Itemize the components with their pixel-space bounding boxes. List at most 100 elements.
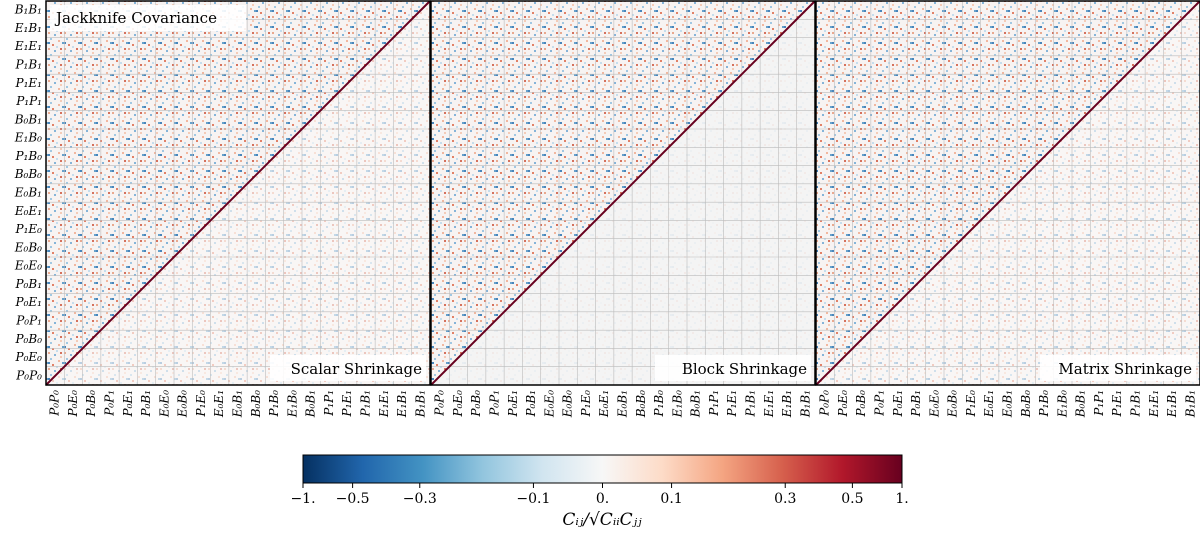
x-tick-label: E₀E₀ [927,390,941,418]
y-tick-label: E₁B₁ [14,21,42,35]
panel-title: Block Shrinkage [682,360,807,378]
x-tick-label: P₀B₁ [524,390,538,418]
x-tick-label: E₀E₁ [982,390,996,418]
x-tick-label: P₀B₀ [469,390,483,418]
x-tick-label: E₁B₀ [670,390,684,418]
x-tick-label: E₁B₁ [395,390,409,418]
diagonal [45,0,431,386]
x-tick-label: P₁E₁ [725,390,739,417]
x-tick-label: P₀B₁ [909,390,923,418]
x-tick-label: E₀E₁ [212,390,226,418]
y-tick-label: E₀E₁ [14,204,42,218]
x-tick-label: B₀B₀ [1019,390,1033,418]
y-tick-label: P₁B₁ [14,58,42,72]
panel-frame [45,0,431,386]
y-tick-label: B₀B₁ [14,112,42,126]
x-tick-label: E₁B₀ [1055,390,1069,418]
x-tick-label: P₁P₁ [707,390,721,417]
x-tick-label: E₀B₁ [1001,390,1015,418]
x-tick-label: P₁E₁ [340,390,354,417]
y-tick-label: P₁P₁ [15,94,42,108]
x-tick-label: E₁B₁ [1165,390,1179,418]
y-tick-label: P₁E₁ [15,76,42,90]
x-tick-label: P₁P₁ [322,390,336,417]
x-tick-label: P₁B₀ [1037,390,1051,418]
x-tick-label: P₁B₁ [359,390,373,418]
y-tick-label: P₀E₀ [15,350,43,364]
x-tick-label: P₀B₀ [854,390,868,418]
colorbar-label: Cᵢⱼ/√CᵢᵢCⱼⱼ [562,510,642,530]
x-tick-label: B₀B₀ [249,390,263,418]
y-tick-label: E₁B₀ [14,131,42,145]
x-tick-label: P₁E₀ [579,390,593,418]
x-tick-label: B₀B₁ [689,390,703,418]
x-tick-label: E₁B₁ [780,390,794,418]
y-tick-label: B₀B₀ [14,167,42,181]
colorbar-tick-label: 1. [895,491,908,507]
diagonal [430,0,816,386]
x-tick-label: E₀B₁ [231,390,245,418]
x-tick-label: P₀P₁ [103,390,117,417]
panel-title: Matrix Shrinkage [1058,360,1192,378]
y-tick-label: P₁E₀ [15,222,43,236]
colorbar-tick-label: 0. [596,491,609,507]
panel-title: Scalar Shrinkage [291,360,422,378]
x-tick-label: B₁B₁ [798,390,812,418]
y-tick-label: P₀P₁ [15,314,42,328]
x-tick-label: P₁B₀ [652,390,666,418]
x-tick-label: P₀E₁ [506,390,520,417]
x-tick-label: E₁E₁ [377,390,391,418]
x-tick-label: B₁B₁ [413,390,427,418]
x-tick-label: P₁E₁ [1110,390,1124,417]
x-tick-label: E₀B₀ [561,390,575,418]
x-tick-label: E₀E₀ [157,390,171,418]
x-tick-label: P₀P₀ [433,390,447,417]
x-tick-label: P₀E₀ [836,390,850,418]
x-tick-label: P₀E₀ [451,390,465,418]
x-tick-label: E₀E₀ [542,390,556,418]
y-tick-label: P₀B₀ [14,332,42,346]
colorbar-tick-label: −0.3 [403,491,437,507]
y-tick-label: B₁B₁ [14,3,42,17]
colorbar-tick-label: −0.5 [336,491,370,507]
x-tick-label: P₁B₀ [267,390,281,418]
y-tick-label: P₀B₁ [14,277,42,291]
colorbar-tick-label: 0.3 [774,491,796,507]
x-tick-label: P₁E₀ [194,390,208,418]
colorbar [302,454,903,484]
x-tick-label: P₁P₁ [1092,390,1106,417]
x-tick-label: B₀B₁ [1074,390,1088,418]
x-tick-label: E₀E₁ [597,390,611,418]
x-tick-label: B₁B₁ [1183,390,1197,418]
x-tick-label: E₁E₁ [762,390,776,418]
x-tick-label: P₁B₁ [1129,390,1143,418]
title-box [50,5,246,31]
x-tick-label: B₀B₀ [634,390,648,418]
colorbar-tick-label: −0.1 [516,491,550,507]
y-tick-label: E₀E₀ [14,259,42,273]
title-box [1040,355,1196,381]
x-tick-label: P₀P₀ [48,390,62,417]
y-tick-label: E₀B₁ [14,186,42,200]
title-box [655,355,811,381]
colorbar-tick-label: −1. [290,491,315,507]
colorbar-tick-label: 0.1 [660,491,682,507]
colorbar-tick-label: 0.5 [841,491,863,507]
upper-title: Jackknife Covariance [54,9,217,27]
y-tick-label: E₁E₁ [14,39,42,53]
diagonal [815,0,1200,386]
title-box [270,355,426,381]
x-tick-label: P₀E₀ [66,390,80,418]
x-tick-label: E₁B₀ [285,390,299,418]
x-tick-label: P₁E₀ [964,390,978,418]
x-tick-label: P₀B₁ [139,390,153,418]
x-tick-label: P₀P₁ [488,390,502,417]
x-tick-label: B₀B₁ [304,390,318,418]
x-tick-label: E₁E₁ [1147,390,1161,418]
x-tick-label: E₀B₀ [176,390,190,418]
x-tick-label: P₁B₁ [744,390,758,418]
x-tick-label: P₀P₀ [818,390,832,417]
x-tick-label: P₀P₁ [873,390,887,417]
panel-frame [815,0,1200,386]
